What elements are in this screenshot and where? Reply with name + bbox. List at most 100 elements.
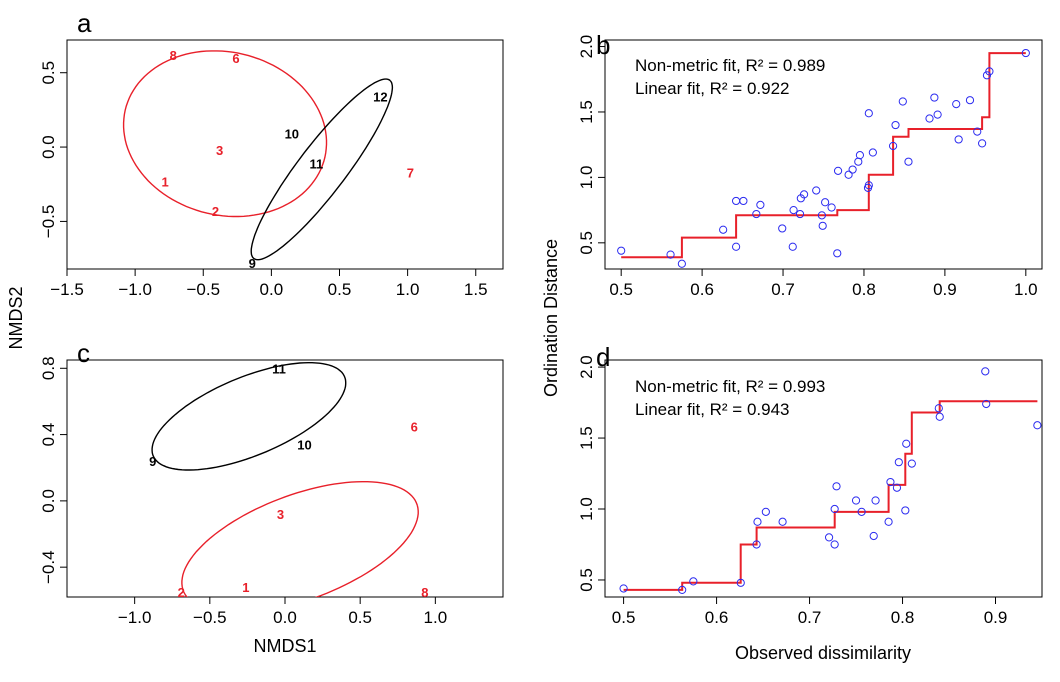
data-point bbox=[952, 100, 961, 109]
site-label-1: 1 bbox=[242, 580, 249, 595]
y-tick-label: 0.0 bbox=[39, 135, 58, 159]
y-axis-title-ordination-distance: Ordination Distance bbox=[541, 239, 561, 397]
data-point bbox=[812, 186, 821, 195]
y-tick-label: −0.5 bbox=[39, 205, 58, 239]
data-point bbox=[848, 165, 857, 174]
data-point bbox=[666, 250, 675, 259]
x-tick-label: 1.5 bbox=[464, 280, 488, 299]
plot-frame bbox=[66, 359, 504, 598]
plot-area bbox=[151, 362, 419, 597]
y-tick-label: 0.5 bbox=[39, 61, 58, 85]
plot-frame bbox=[604, 39, 1043, 270]
data-point bbox=[935, 412, 944, 421]
x-axis-title-nmds1: NMDS1 bbox=[253, 636, 316, 656]
ellipse-red bbox=[181, 481, 419, 597]
y-tick-label: 2.0 bbox=[577, 35, 596, 59]
data-point bbox=[827, 203, 836, 212]
fit-annotation-linear: Linear fit, R² = 0.943 bbox=[635, 400, 790, 419]
plot-frame bbox=[66, 39, 504, 270]
x-tick-label: 0.7 bbox=[798, 608, 822, 627]
site-label-8: 8 bbox=[170, 48, 177, 63]
y-tick-label: 0.8 bbox=[39, 356, 58, 380]
x-tick-label: 0.0 bbox=[260, 280, 284, 299]
y-tick-label: 0.5 bbox=[577, 568, 596, 592]
site-label-3: 3 bbox=[277, 507, 284, 522]
site-label-11: 11 bbox=[309, 156, 323, 171]
x-tick-label: 1.0 bbox=[396, 280, 420, 299]
y-tick-label: 1.0 bbox=[577, 497, 596, 521]
y-tick-label: 0.4 bbox=[39, 423, 58, 447]
site-label-9: 9 bbox=[249, 256, 256, 271]
data-point bbox=[954, 135, 963, 144]
site-label-11: 11 bbox=[272, 361, 286, 376]
data-point bbox=[752, 209, 761, 219]
site-label-6: 6 bbox=[232, 51, 239, 66]
data-point bbox=[901, 506, 910, 515]
data-point bbox=[830, 504, 839, 514]
data-point bbox=[817, 211, 826, 220]
x-tick-label: −0.5 bbox=[186, 280, 220, 299]
data-point bbox=[904, 157, 913, 166]
ellipse-black bbox=[250, 78, 394, 261]
data-point bbox=[824, 533, 834, 542]
y-tick-label: 1.5 bbox=[577, 426, 596, 450]
data-point bbox=[830, 540, 839, 549]
x-tick-label: −1.0 bbox=[118, 608, 152, 627]
data-point bbox=[753, 517, 762, 526]
panel-a: a−1.5 −1.0 −0.5 0.0 0.5 1.0 1.5−0.50.00.58 6312… bbox=[39, 8, 504, 299]
site-label-3: 3 bbox=[216, 143, 223, 158]
data-point bbox=[844, 170, 853, 179]
y-axis-title-nmds2: NMDS2 bbox=[6, 286, 26, 349]
data-point bbox=[855, 151, 865, 160]
data-point bbox=[884, 517, 893, 526]
data-point bbox=[799, 190, 809, 199]
fit-annotation-nonmetric: Non-metric fit, R² = 0.993 bbox=[635, 377, 825, 396]
data-point bbox=[934, 404, 943, 413]
data-point bbox=[732, 242, 741, 251]
x-tick-label: 0.9 bbox=[984, 608, 1008, 627]
data-point bbox=[894, 458, 903, 467]
data-point bbox=[888, 141, 898, 151]
data-point bbox=[925, 114, 934, 123]
plot-area bbox=[621, 52, 1026, 259]
data-point bbox=[892, 483, 902, 492]
site-label-8: 8 bbox=[421, 585, 428, 600]
y-tick-label: 0.5 bbox=[577, 231, 596, 255]
data-point bbox=[818, 221, 827, 230]
nonmetric-fit-step-line bbox=[623, 400, 1038, 591]
data-point bbox=[789, 206, 798, 215]
panel-letter-b: b bbox=[596, 30, 610, 60]
data-point bbox=[678, 585, 687, 595]
data-point bbox=[833, 249, 842, 258]
data-point bbox=[719, 225, 728, 234]
data-point bbox=[756, 200, 765, 209]
x-tick-label: 0.0 bbox=[273, 608, 297, 627]
data-point bbox=[981, 367, 990, 376]
y-tick-label: 0.0 bbox=[39, 489, 58, 513]
site-label-2: 2 bbox=[212, 204, 219, 219]
panel-letter-a: a bbox=[77, 8, 92, 38]
x-tick-label: −1.0 bbox=[118, 280, 152, 299]
fit-annotation-nonmetric: Non-metric fit, R² = 0.989 bbox=[635, 56, 825, 75]
data-point bbox=[857, 507, 866, 516]
data-point bbox=[985, 67, 994, 76]
site-label-7: 7 bbox=[407, 165, 414, 180]
data-point bbox=[868, 148, 877, 157]
data-point bbox=[851, 496, 861, 505]
data-point bbox=[864, 181, 873, 190]
data-point bbox=[965, 96, 975, 105]
x-tick-label: 1.0 bbox=[424, 608, 448, 627]
data-point bbox=[1033, 421, 1042, 430]
data-point bbox=[617, 246, 626, 255]
data-point bbox=[891, 120, 900, 130]
panel-d: d 0.5 0.6 0.7 0.8 0.9 0.5 1.0 1.5 2.0 Non-metric f… bbox=[577, 342, 1043, 627]
data-point bbox=[778, 517, 787, 526]
data-point bbox=[832, 482, 841, 491]
data-point bbox=[886, 477, 895, 487]
data-point bbox=[898, 97, 907, 106]
panel-letter-d: d bbox=[596, 342, 610, 372]
x-tick-label: −0.5 bbox=[193, 608, 227, 627]
panel-b: b 0.5 0.6 0.7 0.8 0.9 1.0 0.5 1.0 1.5 2.0 Non-metri… bbox=[577, 30, 1043, 299]
site-label-10: 10 bbox=[297, 438, 311, 453]
data-point bbox=[619, 584, 628, 593]
